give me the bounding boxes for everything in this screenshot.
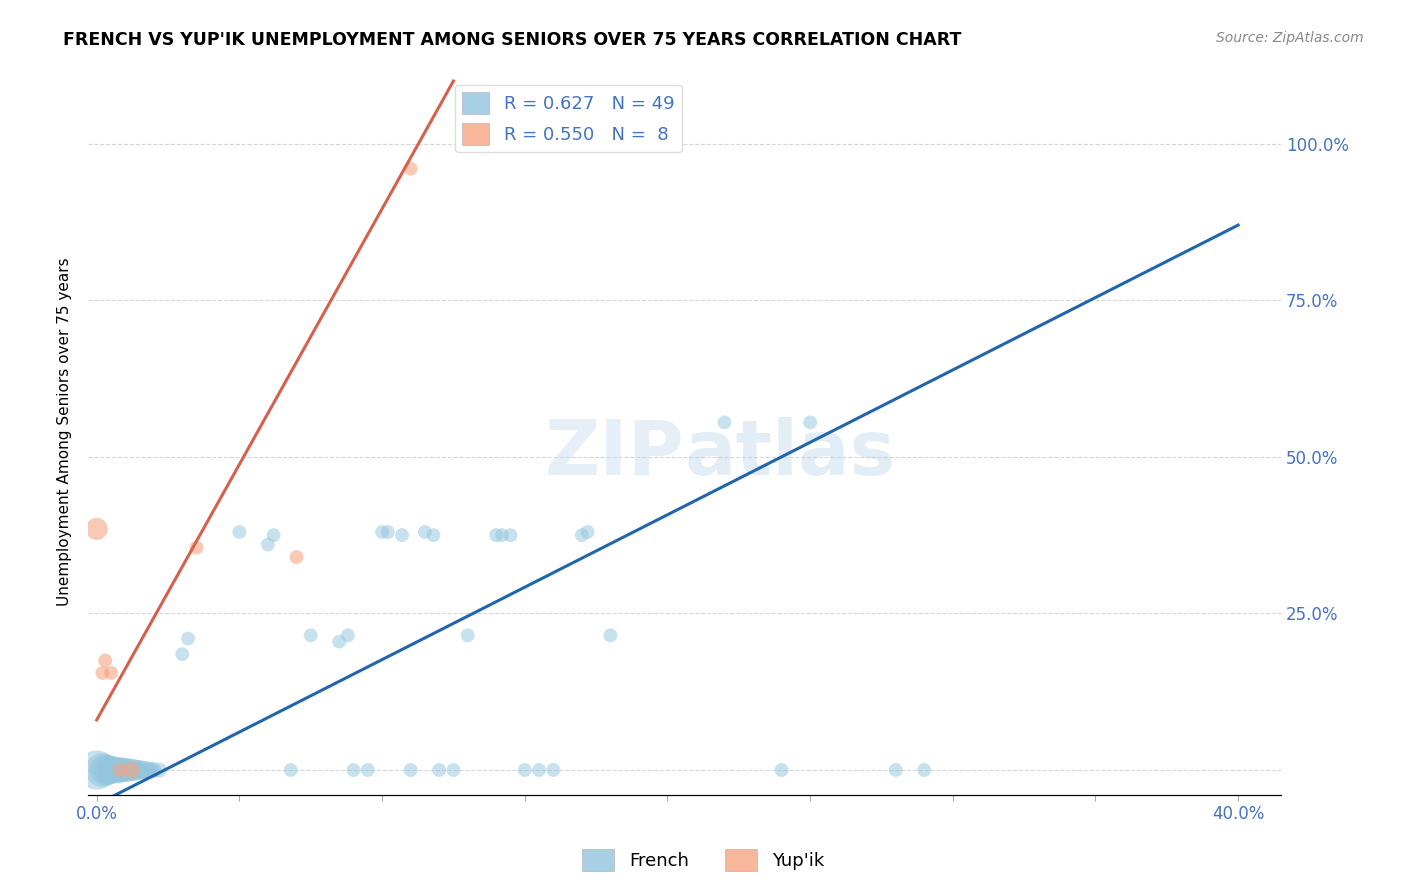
Text: FRENCH VS YUP'IK UNEMPLOYMENT AMONG SENIORS OVER 75 YEARS CORRELATION CHART: FRENCH VS YUP'IK UNEMPLOYMENT AMONG SENI… [63,31,962,49]
Legend: R = 0.627   N = 49, R = 0.550   N =  8: R = 0.627 N = 49, R = 0.550 N = 8 [456,85,682,153]
Point [86,522,108,536]
Point [263,528,285,542]
Point [111,763,134,777]
Point [117,763,139,777]
Point [336,628,359,642]
Point [399,161,422,176]
Point [770,763,793,777]
Point [131,763,153,777]
Point [342,763,364,777]
Point [120,763,142,777]
Point [86,763,108,777]
Point [108,763,131,777]
Point [299,628,322,642]
Legend: French, Yup'ik: French, Yup'ik [575,842,831,879]
Point [134,763,156,777]
Point [142,763,165,777]
Point [413,524,436,539]
Point [114,763,136,777]
Point [441,763,464,777]
Point [713,416,735,430]
Point [128,763,150,777]
Point [371,524,394,539]
Point [422,528,444,542]
Point [125,763,148,777]
Point [280,763,302,777]
Point [391,528,413,542]
Point [91,763,114,777]
Point [257,537,280,551]
Point [120,763,142,777]
Point [328,634,350,648]
Point [513,763,536,777]
Point [177,632,200,646]
Point [122,763,145,777]
Point [527,763,550,777]
Point [103,763,125,777]
Y-axis label: Unemployment Among Seniors over 75 years: Unemployment Among Seniors over 75 years [58,258,72,606]
Point [94,763,117,777]
Point [912,763,935,777]
Point [357,763,380,777]
Point [172,647,194,661]
Point [108,763,131,777]
Point [457,628,479,642]
Text: ZIP: ZIP [546,417,685,491]
Point [499,528,522,542]
Point [100,665,122,680]
Point [571,528,593,542]
Point [228,524,250,539]
Point [799,416,821,430]
Point [136,763,159,777]
Point [884,763,907,777]
Text: Source: ZipAtlas.com: Source: ZipAtlas.com [1216,31,1364,45]
Point [543,763,565,777]
Point [599,628,621,642]
Point [485,528,508,542]
Point [491,528,513,542]
Point [94,653,117,667]
Text: atlas: atlas [685,417,896,491]
Point [97,763,120,777]
Point [148,763,170,777]
Point [427,763,450,777]
Point [91,665,114,680]
Point [139,763,162,777]
Point [100,763,122,777]
Point [399,763,422,777]
Point [186,541,208,555]
Point [105,763,128,777]
Point [285,550,308,565]
Point [576,524,599,539]
Point [377,524,399,539]
